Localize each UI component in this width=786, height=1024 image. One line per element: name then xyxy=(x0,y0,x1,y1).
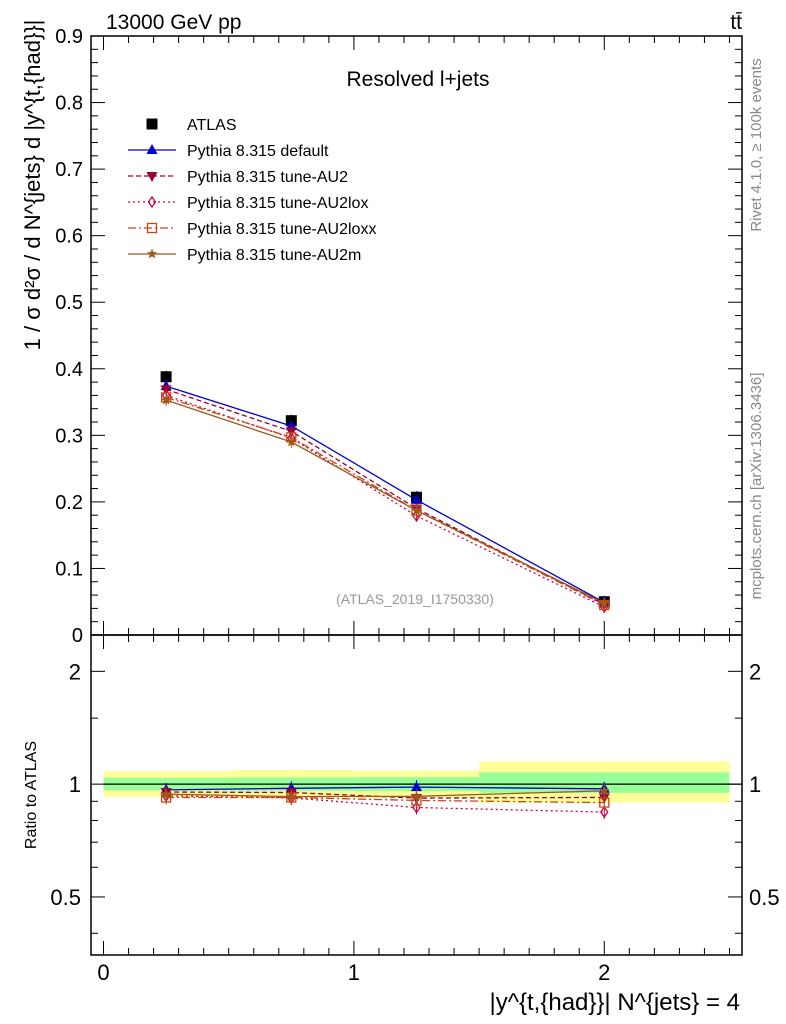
ratio-line-2 xyxy=(166,791,605,799)
ratio-y-tick-label-right: 0.5 xyxy=(749,885,780,910)
series-line-3 xyxy=(165,394,605,608)
ratio-y-tick-label: 1 xyxy=(69,772,81,797)
rivet-version-label: Rivet 4.1.0, ≥ 100k events xyxy=(748,58,765,231)
legend-label: ATLAS xyxy=(187,117,237,134)
y-tick-label: 0.9 xyxy=(55,26,83,48)
ratio-y-tick-label: 2 xyxy=(69,659,81,684)
y-tick-label: 0.8 xyxy=(55,93,83,115)
legend-marker-4 xyxy=(146,222,158,234)
y-tick-label-zero: 0 xyxy=(72,625,83,647)
legend-marker-5 xyxy=(146,248,158,259)
ratio-point-5 xyxy=(599,785,610,796)
y-tick-label: 0.3 xyxy=(55,425,83,447)
data-point-1 xyxy=(411,493,422,504)
ratio-point-5 xyxy=(160,788,172,799)
legend: ATLAS Pythia 8.315 default Pythia 8.315 tu… xyxy=(128,117,376,264)
ratio-series-group xyxy=(160,780,610,820)
ratio-axis-ticks: 0.5 0.5 1 1 2 2 0 1 2 xyxy=(50,635,780,985)
ratio-y-axis-label: Ratio to ATLAS xyxy=(23,741,40,849)
data-point-5 xyxy=(286,436,297,447)
ratio-y-tick-label-right: 1 xyxy=(749,772,761,797)
ratio-y-tick-label: 0.5 xyxy=(50,885,81,910)
main-axis-ticks: 0.1 0.2 0.3 0.4 0.5 0.6 0.7 0.8 0.9 0 xyxy=(55,26,742,647)
data-point-5 xyxy=(411,505,422,515)
x-tick-label: 2 xyxy=(598,960,610,985)
ratio-point-1 xyxy=(411,781,422,792)
legend-marker-0 xyxy=(146,118,158,130)
data-point-0 xyxy=(160,371,172,383)
ratio-point-3 xyxy=(599,805,609,819)
legend-label: Pythia 8.315 tune-AU2loxx xyxy=(187,221,376,238)
data-point-5 xyxy=(599,597,610,608)
main-panel: Resolved l+jets (ATLAS_2019_I1750330) 1 … xyxy=(20,20,743,647)
ratio-point-3 xyxy=(412,801,421,814)
x-tick-label: 1 xyxy=(348,960,360,985)
process-label: tt̄ xyxy=(730,11,742,34)
mcplots-label: mcplots.cern.ch [arXiv:1306.3436] xyxy=(748,373,765,600)
y-tick-label: 0.6 xyxy=(55,226,83,248)
y-tick-label: 0.2 xyxy=(55,492,83,514)
series-line-4 xyxy=(165,396,605,606)
ratio-panel: 0.5 0.5 1 1 2 2 0 1 2 Ratio to ATLAS |y^{t,{had}… xyxy=(23,634,780,1016)
legend-label: Pythia 8.315 tune-AU2 xyxy=(187,169,348,186)
y-tick-label: 0.5 xyxy=(55,292,83,314)
ratio-line-1 xyxy=(166,786,605,791)
legend-marker-3 xyxy=(147,195,157,209)
legend-marker-1 xyxy=(146,144,158,154)
legend-label: Pythia 8.315 tune-AU2lox xyxy=(187,195,368,212)
legend-marker-2 xyxy=(146,172,158,182)
series-line-5 xyxy=(165,399,605,604)
ratio-point-5 xyxy=(411,790,422,801)
main-title: Resolved l+jets xyxy=(347,68,490,91)
energy-label: 13000 GeV pp xyxy=(106,11,241,34)
ratio-line-4 xyxy=(166,796,605,804)
data-point-5 xyxy=(160,394,172,405)
x-axis-label: |y^{t,{had}}| N^{jets} = 4 xyxy=(489,989,740,1016)
ratio-plot-frame xyxy=(90,634,743,956)
ratio-line-5 xyxy=(166,790,605,798)
ratio-point-4 xyxy=(599,797,610,808)
y-tick-label: 0.7 xyxy=(55,159,83,181)
ratio-y-tick-label-right: 2 xyxy=(749,659,761,684)
legend-label: Pythia 8.315 default xyxy=(187,143,329,160)
ratio-point-5 xyxy=(286,791,297,802)
y-tick-label: 0.4 xyxy=(55,359,83,381)
analysis-watermark: (ATLAS_2019_I1750330) xyxy=(336,591,494,607)
main-y-axis-label: 1 / σ d²σ / d N^{jets} d |y^{t,{had}}| xyxy=(20,20,45,351)
y-tick-label: 0.1 xyxy=(55,558,83,580)
series-line-1 xyxy=(165,385,605,603)
x-tick-label: 0 xyxy=(97,960,109,985)
legend-label: Pythia 8.315 tune-AU2m xyxy=(187,247,361,264)
main-series-group xyxy=(160,370,610,614)
